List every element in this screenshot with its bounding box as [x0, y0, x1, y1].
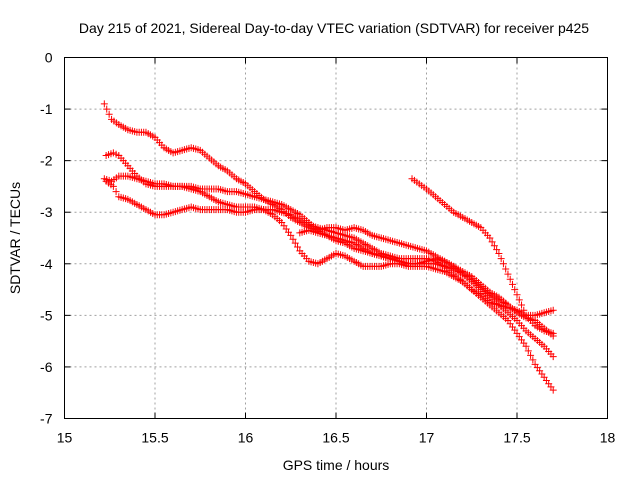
data-point: [289, 235, 297, 243]
data-point: [495, 249, 503, 257]
x-tick-label: 15: [57, 430, 73, 446]
series-track-6: [408, 175, 557, 337]
data-point: [488, 238, 496, 246]
data-point: [497, 255, 505, 263]
data-point: [524, 347, 532, 355]
data-point: [549, 353, 557, 361]
data-point: [291, 239, 299, 247]
series-track-5: [296, 226, 521, 317]
data-point: [105, 110, 113, 118]
data-point: [522, 342, 530, 350]
x-axis-label: GPS time / hours: [283, 457, 390, 473]
data-point: [499, 260, 507, 268]
data-point: [294, 243, 302, 251]
x-tick-label: 16: [238, 430, 254, 446]
x-tick-label: 17.5: [503, 430, 530, 446]
data-point: [508, 280, 516, 288]
data-point: [513, 291, 521, 299]
data-point: [549, 306, 557, 314]
data-point: [287, 231, 295, 239]
series-track-4: [102, 177, 557, 394]
data-point: [520, 306, 528, 314]
data-point: [506, 275, 514, 283]
data-point: [504, 270, 512, 278]
data-point: [103, 105, 111, 113]
series-track-2: [102, 149, 557, 340]
chart-title: Day 215 of 2021, Sidereal Day-to-day VTE…: [79, 20, 589, 36]
data-point: [529, 356, 537, 364]
plot-frame: [64, 57, 608, 419]
data-point: [527, 351, 535, 359]
data-point: [502, 265, 510, 273]
y-tick-label: -7: [40, 411, 53, 427]
plot-area-points: [100, 100, 557, 394]
y-tick-label: -2: [40, 153, 53, 169]
y-tick-label: -3: [40, 204, 53, 220]
x-tick-label: 16.5: [322, 430, 349, 446]
axis-ticks: 15 15.5 16 16.5 17 17.5 18 0 -1 -2 -3 -4 -5 -6 -7: [40, 50, 615, 446]
x-tick-label: 17: [419, 430, 435, 446]
data-point: [518, 301, 526, 309]
y-tick-label: 0: [45, 50, 53, 66]
y-tick-label: -4: [40, 256, 53, 272]
x-tick-label: 18: [600, 430, 616, 446]
data-point: [549, 386, 557, 394]
data-point: [549, 329, 557, 337]
data-point: [100, 100, 108, 108]
y-axis-label: SDTVAR / TECUs: [7, 182, 23, 294]
data-point: [493, 246, 501, 254]
data-point: [490, 242, 498, 250]
y-tick-label: -5: [40, 307, 53, 323]
data-point: [486, 234, 494, 242]
data-point: [112, 188, 120, 196]
data-point: [515, 296, 523, 304]
data-point: [109, 182, 117, 190]
y-tick-label: -1: [40, 101, 53, 117]
y-tick-label: -6: [40, 359, 53, 375]
data-point: [513, 309, 521, 317]
data-point: [511, 286, 519, 294]
x-tick-label: 15.5: [141, 430, 168, 446]
